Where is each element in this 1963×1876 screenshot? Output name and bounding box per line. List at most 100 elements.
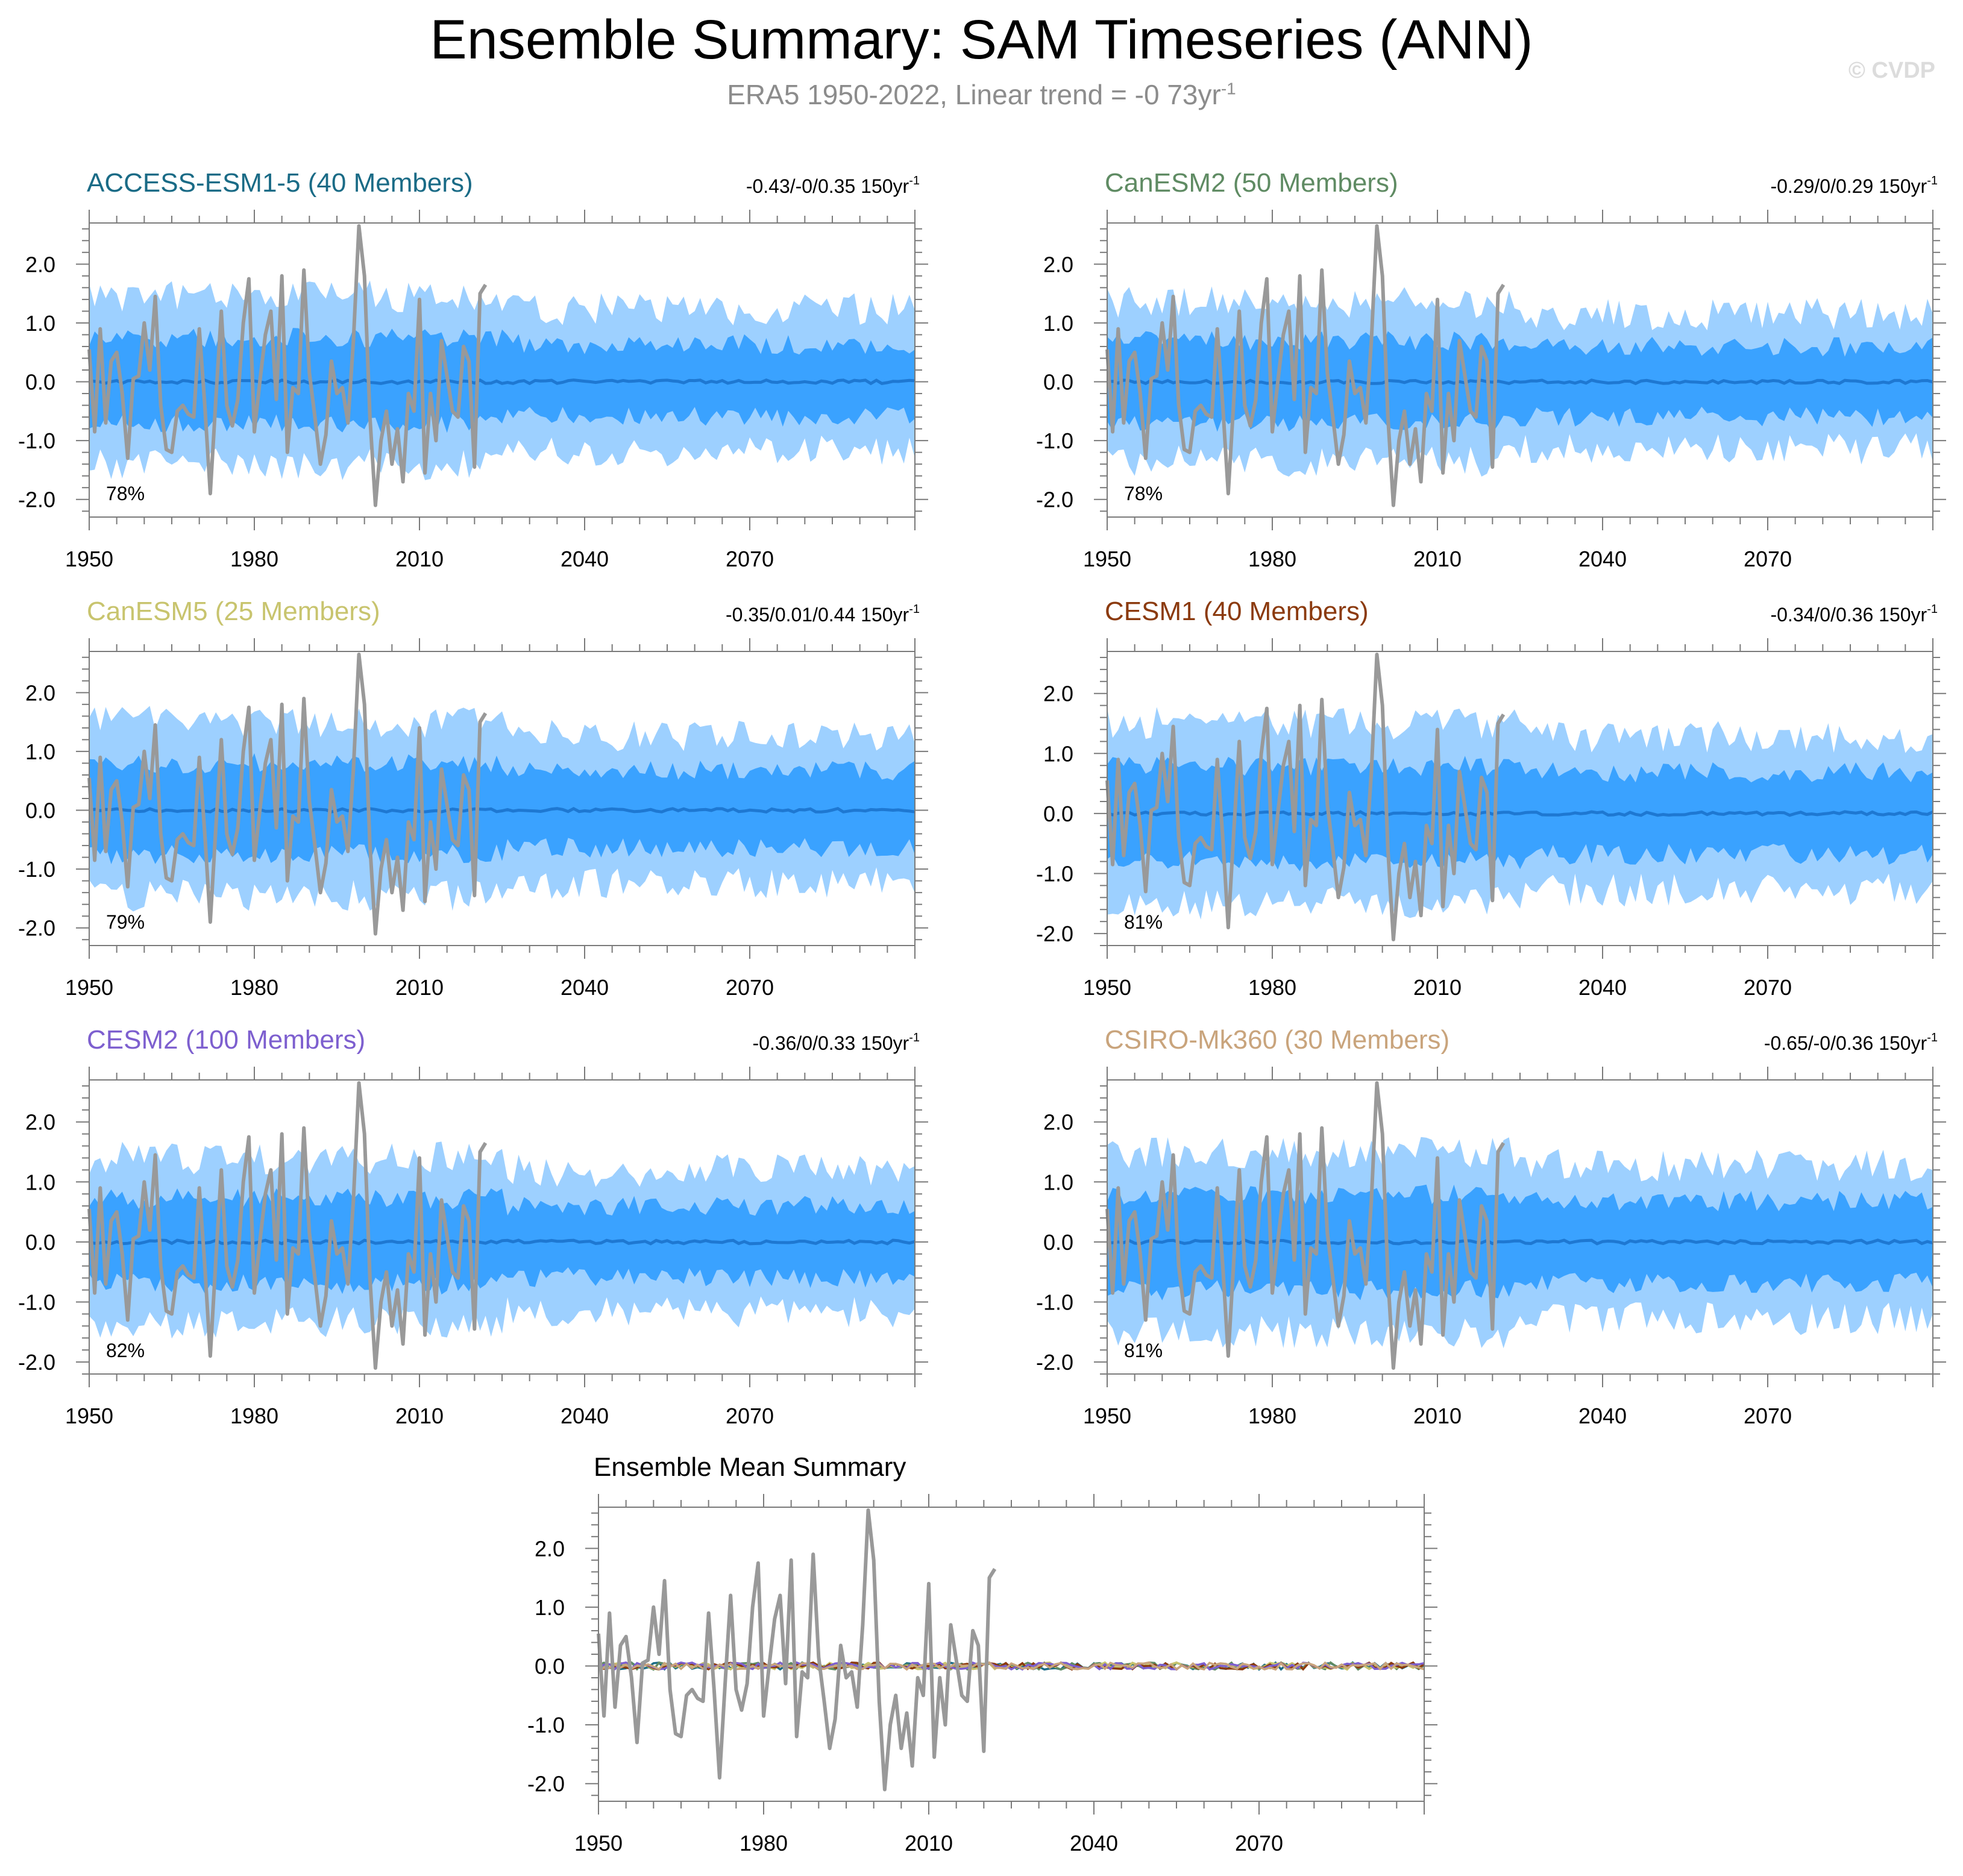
x-tick-label: 1950 <box>65 975 113 1000</box>
chart-panel-7: -2.0 -1.0 0.0 1.0 2.0 1950 1980 2010 2040 2070 Ens… <box>527 1452 1437 1856</box>
chart-panel-5: -2.0 -1.0 0.0 1.0 2.0 1950 1980 2010 2040 2070 CES… <box>18 1025 928 1428</box>
trend-exponent: -1 <box>1927 1031 1938 1044</box>
x-tick-label: 1950 <box>1083 975 1131 1000</box>
panel-title: CanESM5 (25 Members) <box>87 597 380 626</box>
x-tick-label: 2070 <box>1744 547 1792 571</box>
y-tick-label: -1.0 <box>18 1290 55 1314</box>
trend-label: -0.29/0/0.29 150yr-1 <box>1770 174 1938 197</box>
y-tick-label: -2.0 <box>18 1350 55 1375</box>
y-tick-label: -2.0 <box>18 488 55 512</box>
trend-exponent: -1 <box>909 603 920 616</box>
y-tick-label: 1.0 <box>1043 741 1073 766</box>
page-title: Ensemble Summary: SAM Timeseries (ANN) <box>430 9 1533 71</box>
percent-label: 78% <box>106 483 145 504</box>
y-tick-label: 2.0 <box>1043 682 1073 706</box>
y-tick-label: -1.0 <box>18 428 55 453</box>
y-tick-label: 1.0 <box>535 1595 565 1620</box>
era5-obs-line <box>87 1081 488 1370</box>
y-tick-label: -1.0 <box>18 857 55 882</box>
x-tick-label: 2070 <box>726 1404 774 1428</box>
inner-spread-band <box>89 753 915 865</box>
y-tick-label: -2.0 <box>527 1772 565 1796</box>
trend-value: -0.35/0.01/0.44 150yr <box>726 604 909 626</box>
y-tick-label: -2.0 <box>18 916 55 941</box>
x-tick-label: 2070 <box>726 547 774 571</box>
x-tick-label: 2010 <box>395 975 444 1000</box>
trend-label: -0.36/0/0.33 150yr-1 <box>752 1031 920 1054</box>
y-tick-label: 0.0 <box>25 370 55 395</box>
trend-exponent: -1 <box>909 1031 920 1044</box>
panel-title: Ensemble Mean Summary <box>594 1452 906 1482</box>
y-tick-label: -2.0 <box>1036 488 1073 512</box>
trend-value: -0.34/0/0.36 150yr <box>1770 604 1927 626</box>
x-tick-label: 2040 <box>1578 1404 1627 1428</box>
trend-value: -0.36/0/0.33 150yr <box>752 1032 909 1054</box>
era5-obs-line <box>1105 653 1506 941</box>
x-tick-label: 2070 <box>1235 1831 1283 1856</box>
y-tick-label: 0.0 <box>25 1230 55 1255</box>
panel-title: CSIRO-Mk360 (30 Members) <box>1105 1025 1449 1055</box>
percent-label: 78% <box>1124 483 1163 504</box>
subtitle-exponent: -1 <box>1220 79 1236 98</box>
trend-value: -0.65/-0/0.36 150yr <box>1764 1032 1927 1054</box>
percent-label: 79% <box>106 911 145 933</box>
inner-spread-band <box>89 328 915 433</box>
y-tick-label: 0.0 <box>1043 370 1073 395</box>
x-tick-label: 1980 <box>1248 975 1296 1000</box>
y-tick-label: 2.0 <box>25 1110 55 1135</box>
y-tick-label: 1.0 <box>25 739 55 764</box>
x-tick-label: 1980 <box>740 1831 788 1856</box>
chart-panel-4: -2.0 -1.0 0.0 1.0 2.0 1950 1980 2010 2040 2070 CES… <box>1036 597 1946 1000</box>
y-tick-label: 2.0 <box>1043 1110 1073 1135</box>
page-subtitle: ERA5 1950-2022, Linear trend = -0 73yr-1 <box>0 78 1963 111</box>
y-tick-label: 0.0 <box>1043 1230 1073 1255</box>
x-tick-label: 2040 <box>1070 1831 1118 1856</box>
x-tick-label: 2010 <box>395 1404 444 1428</box>
chart-panel-6: -2.0 -1.0 0.0 1.0 2.0 1950 1980 2010 2040 2070 CSI… <box>1036 1025 1946 1428</box>
x-tick-label: 1980 <box>230 975 278 1000</box>
era5-obs-line <box>87 224 488 507</box>
era5-obs-line <box>1105 1081 1506 1370</box>
percent-label: 81% <box>1124 911 1163 933</box>
y-tick-label: -1.0 <box>527 1713 565 1737</box>
y-tick-label: 2.0 <box>535 1536 565 1561</box>
chart-panel-2: -2.0 -1.0 0.0 1.0 2.0 1950 1980 2010 2040 2070 Can… <box>1036 168 1946 571</box>
x-tick-label: 1980 <box>230 547 278 571</box>
x-tick-label: 2010 <box>395 547 444 571</box>
x-tick-label: 2040 <box>561 975 609 1000</box>
y-tick-label: 2.0 <box>1043 252 1073 277</box>
y-tick-label: 1.0 <box>25 311 55 336</box>
y-tick-label: 2.0 <box>25 680 55 705</box>
trend-exponent: -1 <box>909 174 920 187</box>
y-tick-label: 0.0 <box>1043 802 1073 826</box>
x-tick-label: 2040 <box>561 1404 609 1428</box>
x-tick-label: 2070 <box>726 975 774 1000</box>
y-tick-label: -2.0 <box>1036 921 1073 946</box>
y-tick-label: 1.0 <box>25 1170 55 1194</box>
trend-label: -0.43/-0/0.35 150yr-1 <box>746 174 920 197</box>
trend-label: -0.35/0.01/0.44 150yr-1 <box>726 603 920 626</box>
x-tick-label: 2010 <box>1413 547 1462 571</box>
x-tick-label: 2010 <box>905 1831 953 1856</box>
y-tick-label: -1.0 <box>1036 428 1073 453</box>
x-tick-label: 1950 <box>574 1831 623 1856</box>
x-tick-label: 1950 <box>65 1404 113 1428</box>
x-tick-label: 2010 <box>1413 1404 1462 1428</box>
percent-label: 81% <box>1124 1340 1163 1361</box>
subtitle-text: ERA5 1950-2022, Linear trend = -0 73yr <box>727 79 1221 110</box>
x-tick-label: 2010 <box>1413 975 1462 1000</box>
y-tick-label: -1.0 <box>1036 861 1073 886</box>
era5-obs-line <box>597 1508 997 1792</box>
y-tick-label: 0.0 <box>535 1654 565 1679</box>
y-tick-label: 0.0 <box>25 798 55 823</box>
era5-obs-line <box>1105 224 1506 507</box>
panel-title: CESM2 (100 Members) <box>87 1025 365 1055</box>
trend-value: -0.29/0/0.29 150yr <box>1770 175 1927 197</box>
cvdp-watermark: © CVDP <box>1848 58 1935 83</box>
y-tick-label: -1.0 <box>1036 1290 1073 1314</box>
x-tick-label: 1950 <box>65 547 113 571</box>
x-tick-label: 2040 <box>561 547 609 571</box>
x-tick-label: 1950 <box>1083 1404 1131 1428</box>
panel-title: CanESM2 (50 Members) <box>1105 168 1398 198</box>
